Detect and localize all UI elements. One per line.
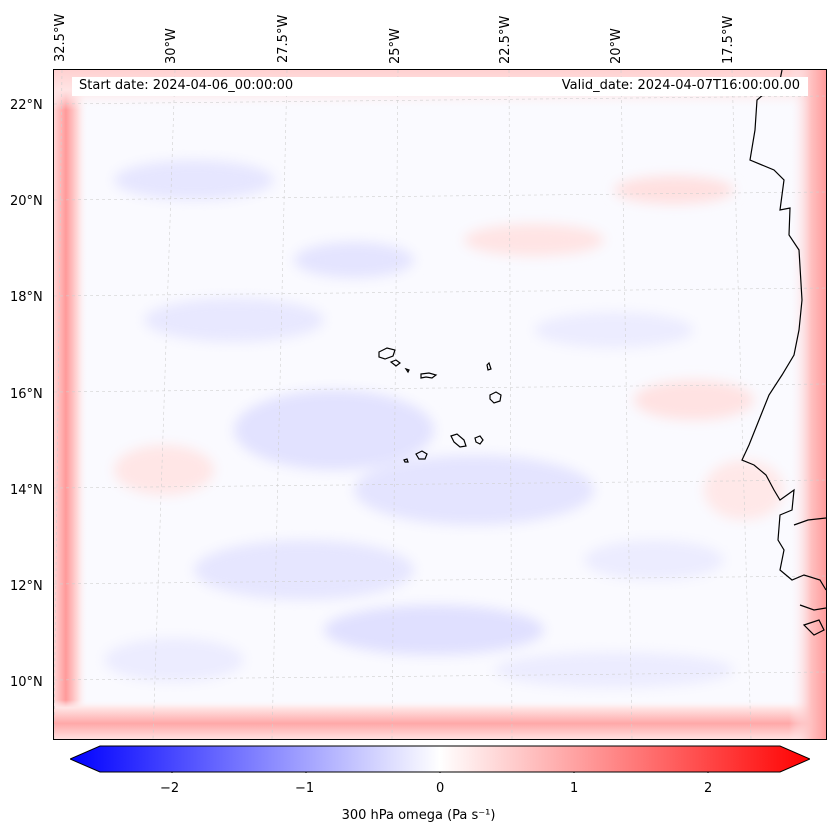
lat-label-10n: 10°N (10, 675, 43, 690)
lat-label-22n: 22°N (10, 98, 43, 113)
date-info-bar: Start date: 2024-04-06_00:00:00 Valid_da… (72, 77, 808, 96)
lat-label-18n: 18°N (10, 290, 43, 305)
lon-label-27-5w: 27.5°W (276, 14, 291, 63)
colorbar-tick-0: 0 (436, 781, 445, 796)
colorbar-tick-minus2: −2 (160, 781, 180, 796)
lon-label-25w: 25°W (388, 28, 403, 64)
omega-anomalies (104, 160, 784, 688)
valid-date-label: Valid_date: 2024-04-07T16:00:00.00 (561, 78, 800, 93)
edge-band-left (54, 70, 88, 739)
lat-label-16n: 16°N (10, 387, 43, 402)
colorbar-ticks (171, 772, 709, 773)
cape-verde-islands (378, 347, 502, 463)
edge-band-bottom (54, 700, 826, 739)
edge-band-right (789, 70, 826, 739)
africa-coastline (741, 70, 826, 636)
lon-label-20w: 20°W (609, 28, 624, 64)
start-date-label: Start date: 2024-04-06_00:00:00 (79, 78, 294, 93)
colorbar-gradient (70, 745, 810, 773)
lon-label-22-5w: 22.5°W (498, 15, 513, 64)
graticule (54, 70, 826, 739)
lat-label-12n: 12°N (10, 579, 43, 594)
colorbar-tick-2: 2 (704, 781, 713, 796)
lat-label-20n: 20°N (10, 194, 43, 209)
lat-label-14n: 14°N (10, 483, 43, 498)
colorbar (70, 745, 810, 773)
lon-label-17-5w: 17.5°W (721, 15, 736, 64)
colorbar-tick-minus1: −1 (295, 781, 315, 796)
colorbar-tick-1: 1 (570, 781, 579, 796)
lon-label-30w: 30°W (164, 28, 179, 64)
omega-map (53, 69, 827, 740)
omega-field (54, 70, 826, 739)
colorbar-label: 300 hPa omega (Pa s⁻¹) (341, 808, 496, 823)
lon-label-32-5w: 32.5°W (53, 13, 68, 62)
